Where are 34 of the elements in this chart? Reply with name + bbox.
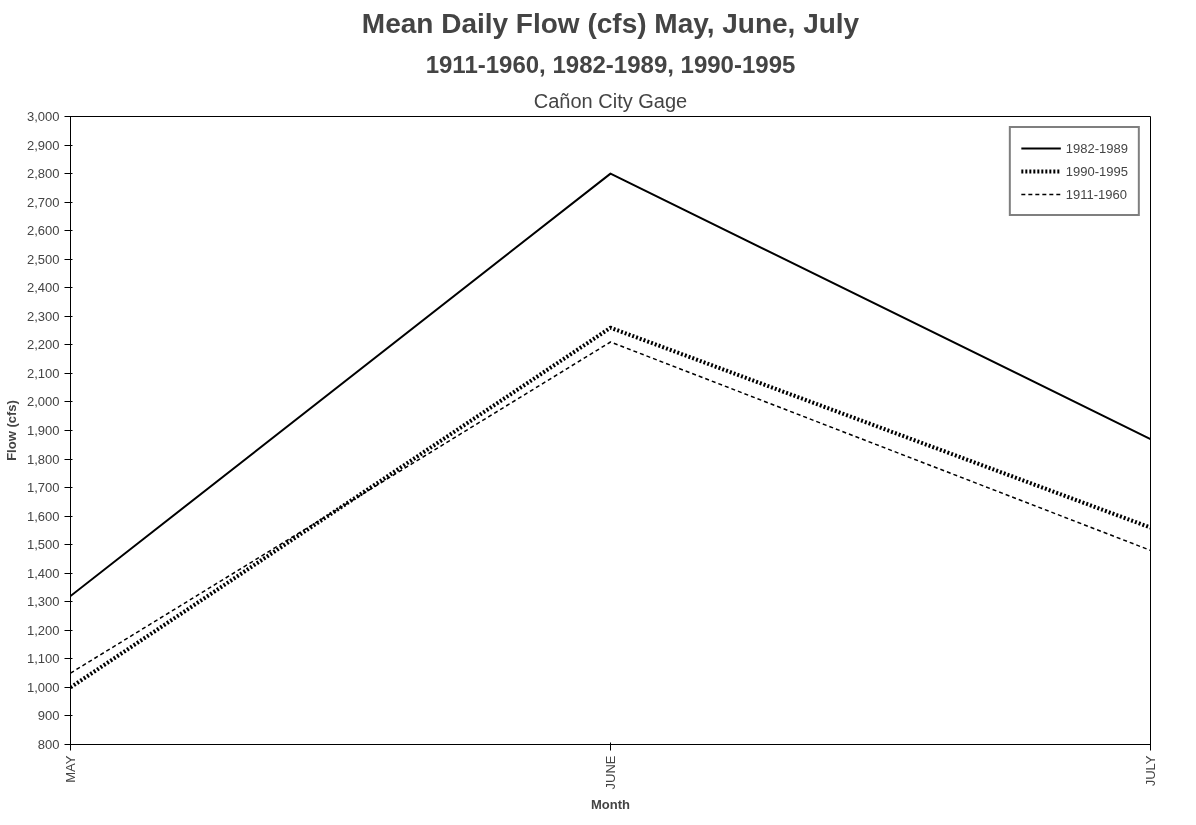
y-tick-label: 2,000 [26, 394, 60, 410]
y-tick-label: 2,100 [26, 365, 60, 381]
x-tick-label: JUNE [603, 755, 618, 790]
legend-label: 1911-1960 [1065, 186, 1128, 202]
y-tick-label: 1,200 [26, 622, 60, 638]
legend-label: 1982-1989 [1065, 140, 1128, 156]
y-tick-label: 2,600 [26, 223, 60, 239]
y-tick-label: 900 [37, 708, 60, 724]
y-tick-label: 2,700 [26, 194, 60, 210]
y-tick-label: 1,600 [26, 508, 60, 524]
y-tick-label: 3,000 [26, 109, 60, 124]
y-tick-label: 1,500 [26, 537, 60, 553]
y-tick-label: 1,900 [26, 423, 60, 438]
x-axis-title: Month [591, 797, 631, 813]
legend-label: 1990-1995 [1065, 163, 1128, 179]
y-tick-label: 1,800 [26, 451, 60, 467]
y-tick-label: 2,300 [26, 308, 60, 324]
y-tick-label: 1,700 [26, 480, 60, 496]
y-tick-label: 2,800 [26, 166, 60, 182]
y-tick-label: 1,100 [26, 651, 60, 667]
y-tick-label: 2,200 [26, 337, 60, 353]
y-tick-label: 1,000 [26, 679, 60, 695]
y-axis-title: Flow (cfs) [3, 400, 19, 461]
text: 1911-1960, 1982-1989, 1990-1995 [425, 50, 796, 78]
x-tick-label: MAY [63, 755, 78, 783]
y-tick-label: 2,400 [26, 280, 60, 296]
y-tick-label: 2,900 [26, 137, 60, 153]
y-tick-label: 2,500 [26, 251, 60, 267]
x-tick-label: JULY [1143, 755, 1158, 787]
chart-title: Mean Daily Flow (cfs) May, June, July [361, 7, 860, 39]
text: Cañon City Gage [533, 89, 688, 112]
y-tick-label: 800 [37, 737, 60, 752]
y-tick-label: 1,400 [26, 565, 60, 581]
y-tick-label: 1,300 [26, 594, 60, 610]
